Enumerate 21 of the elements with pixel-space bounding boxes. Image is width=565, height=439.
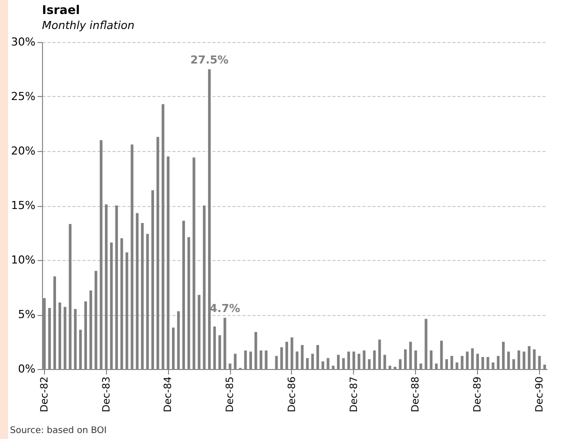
y-tick-label: 10% (11, 254, 36, 266)
x-tick-label: Dec-84 (163, 376, 174, 412)
x-tick-label: Dec-85 (225, 376, 236, 412)
data-label: 4.7% (210, 302, 240, 315)
x-tick-label: Dec-87 (348, 376, 360, 412)
y-tick-label: 0% (18, 362, 36, 376)
source-note: Source: based on BOI (10, 426, 107, 436)
y-tick-label: 5% (18, 308, 36, 321)
x-tick-label: Dec-89 (472, 376, 484, 412)
x-tick-label: Dec-86 (286, 376, 298, 412)
y-tick-label: 30% (11, 36, 36, 48)
data-label: 27.5% (190, 53, 228, 66)
x-tick-label: Dec-83 (101, 376, 112, 412)
chart-subtitle: Monthly inflation (42, 19, 135, 32)
x-tick-label: Dec-88 (410, 376, 422, 412)
y-tick-label: 20% (11, 144, 36, 158)
y-tick-label: 25% (11, 90, 36, 103)
y-tick-label: 15% (11, 199, 36, 212)
chart-title: Israel (42, 3, 80, 17)
x-tick-label: Dec-82 (39, 376, 50, 412)
x-tick-label: Dec-90 (534, 376, 546, 412)
